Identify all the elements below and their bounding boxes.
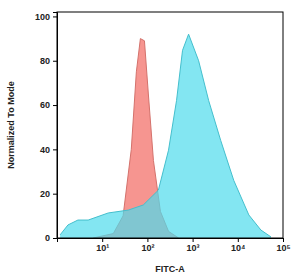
chart: 10¹ 10² 10³ 10⁴ 10⁵ 0 20 40 60 80 100 FITC-A Normali… — [0, 0, 300, 280]
tick-mark — [53, 105, 57, 106]
tick-label: 10⁴ — [231, 243, 245, 253]
x-axis: 10¹ 10² 10³ 10⁴ 10⁵ — [58, 238, 291, 253]
tick-label: 10² — [141, 243, 154, 253]
tick-mark — [238, 238, 239, 242]
tick: 10⁴ — [231, 238, 245, 253]
tick: 80 — [40, 56, 57, 66]
tick-mark — [53, 149, 57, 150]
tick-mark — [53, 61, 57, 62]
tick-label: 10⁵ — [276, 243, 290, 253]
tick-label: 20 — [40, 189, 50, 199]
tick: 10¹ — [96, 238, 109, 253]
tick-label: 10¹ — [96, 243, 109, 253]
tick: 60 — [40, 100, 57, 110]
tick-mark — [283, 238, 284, 242]
tick: 10⁵ — [276, 238, 290, 253]
tick-label: 80 — [40, 56, 50, 66]
tick-label: 10³ — [187, 243, 200, 253]
y-axis-title: Normalized To Mode — [6, 81, 16, 168]
tick-label: 0 — [45, 233, 50, 243]
tick-label: 40 — [40, 145, 50, 155]
y-axis: 0 20 40 60 80 100 — [35, 12, 58, 244]
plot: 10¹ 10² 10³ 10⁴ 10⁵ 0 20 40 60 80 100 — [35, 12, 291, 254]
tick-mark — [53, 238, 57, 239]
tick-mark — [53, 194, 57, 195]
axis-line — [58, 239, 284, 243]
plot-frame — [57, 12, 283, 238]
tick-mark — [147, 238, 148, 242]
series-area — [60, 34, 271, 238]
tick-mark — [53, 16, 57, 17]
series-line — [60, 34, 271, 237]
tick: 40 — [40, 145, 57, 155]
tick: 20 — [40, 189, 57, 199]
tick-mark — [193, 238, 194, 242]
x-axis-title: FITC-A — [155, 264, 185, 274]
tick: 10³ — [187, 238, 200, 253]
tick: 100 — [35, 12, 57, 22]
series-group — [60, 34, 271, 238]
axis-line — [53, 13, 58, 239]
tick: 0 — [45, 233, 57, 243]
tick: 10² — [141, 238, 154, 253]
tick-label: 100 — [35, 12, 50, 22]
tick-mark — [102, 238, 103, 242]
tick-label: 60 — [40, 100, 50, 110]
